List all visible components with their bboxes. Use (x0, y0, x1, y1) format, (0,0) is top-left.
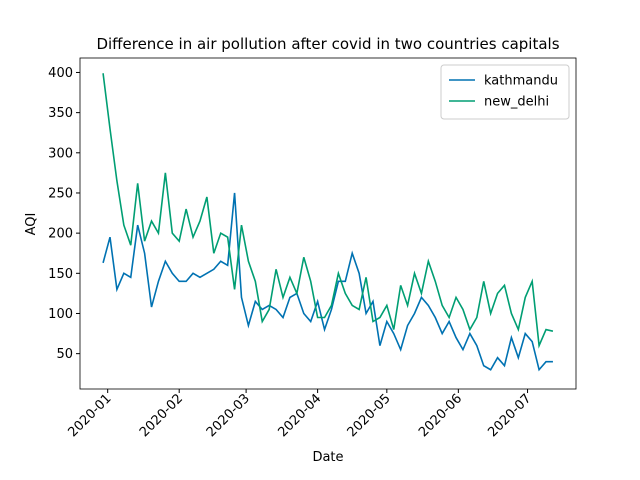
x-tick-label: 2020-02 (137, 391, 186, 440)
x-tick-label: 2020-05 (345, 391, 394, 440)
line-series (102, 73, 554, 349)
y-axis-label: AQI (24, 213, 39, 236)
chart-title: Difference in air pollution after covid … (96, 35, 559, 53)
legend-box (440, 64, 570, 120)
x-tick-label: 2020-04 (275, 391, 324, 440)
legend-label: new_delhi (484, 95, 549, 110)
y-tick-label: 50 (56, 347, 73, 362)
x-tick-label: 2020-07 (485, 391, 534, 440)
plot-frame (79, 57, 577, 390)
x-tick-label: 2020-06 (416, 391, 465, 440)
y-tick-label: 350 (48, 106, 73, 121)
x-axis-label: Date (312, 450, 343, 465)
legend-label: kathmandu (484, 74, 558, 89)
y-tick-label: 250 (48, 186, 73, 201)
x-tick-label: 2020-03 (204, 391, 253, 440)
y-tick-label: 100 (48, 307, 73, 322)
y-tick-label: 400 (48, 66, 73, 81)
y-tick-label: 150 (48, 267, 73, 282)
y-tick-label: 200 (48, 227, 73, 242)
x-tick-label: 2020-01 (65, 391, 114, 440)
y-tick-label: 300 (48, 146, 73, 161)
line-series (102, 192, 553, 372)
